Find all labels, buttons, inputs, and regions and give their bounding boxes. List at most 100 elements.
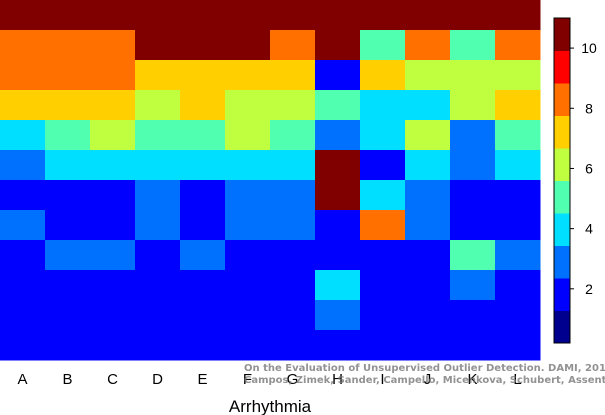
x-axis-title: Arrhythmia [229, 397, 312, 415]
heatmap-cell [450, 150, 496, 181]
heatmap-cell [135, 120, 181, 151]
heatmap-cell [225, 210, 271, 241]
colorbar-tick-label: 10 [581, 40, 597, 56]
heatmap-cell [90, 150, 136, 181]
heatmap-cell [450, 60, 496, 91]
x-tick-label: B [62, 371, 72, 388]
heatmap-cell [225, 300, 271, 331]
heatmap-cell [450, 90, 496, 121]
heatmap-cell [45, 240, 91, 271]
heatmap-cell [45, 180, 91, 211]
heatmap-cell [225, 270, 271, 301]
colorbar-segment [554, 18, 570, 51]
heatmap-cell [360, 60, 406, 91]
heatmap-cell [180, 240, 226, 271]
heatmap-cell [495, 150, 541, 181]
heatmap-cell [225, 180, 271, 211]
heatmap-cell [315, 270, 361, 301]
heatmap-cell [495, 270, 541, 301]
heatmap-cell [0, 0, 46, 31]
heatmap-cell [315, 120, 361, 151]
heatmap-cell [0, 240, 46, 271]
x-tick-label: I [380, 371, 384, 388]
heatmap-cell [45, 30, 91, 61]
heatmap-cell [135, 0, 181, 31]
colorbar-segment [554, 278, 570, 311]
colorbar-segment [554, 115, 570, 149]
heatmap-cell [495, 300, 541, 331]
heatmap-cell [495, 180, 541, 211]
heatmap-cell [495, 60, 541, 91]
x-tick-label: D [152, 371, 163, 388]
heatmap-cell [360, 120, 406, 151]
heatmap-cell [270, 330, 316, 361]
heatmap-cell [180, 30, 226, 61]
colorbar-segment [554, 310, 570, 344]
heatmap-cell [450, 180, 496, 211]
heatmap-cell [495, 0, 541, 31]
heatmap-cell [135, 270, 181, 301]
heatmap-cell [180, 330, 226, 361]
heatmap-cell [135, 210, 181, 241]
colorbar-segment [554, 50, 570, 84]
colorbar-tick-label: 8 [585, 100, 593, 116]
heatmap-cell [405, 330, 451, 361]
x-tick-label: K [467, 371, 477, 388]
heatmap-cell [180, 120, 226, 151]
heatmap-cell [0, 30, 46, 61]
heatmap-cell [270, 270, 316, 301]
heatmap-cell [360, 240, 406, 271]
heatmap-cell [405, 270, 451, 301]
heatmap-cell [270, 30, 316, 61]
colorbar-segment [554, 213, 570, 246]
x-tick-label: H [332, 371, 343, 388]
colorbar [553, 17, 571, 344]
heatmap-cell [270, 180, 316, 211]
heatmap-cell [180, 300, 226, 331]
heatmap-cell [405, 120, 451, 151]
x-tick-label: C [107, 371, 118, 388]
heatmap-cell [360, 90, 406, 121]
heatmap-cell [135, 90, 181, 121]
heatmap-cell [270, 240, 316, 271]
heatmap-cell [225, 60, 271, 91]
heatmap-cell [135, 60, 181, 91]
heatmap-cell [495, 240, 541, 271]
heatmap-cell [495, 30, 541, 61]
heatmap-cell [225, 150, 271, 181]
heatmap-cell [450, 300, 496, 331]
heatmap-cell [90, 180, 136, 211]
heatmap-cell [360, 30, 406, 61]
heatmap-cell [405, 150, 451, 181]
heatmap-cell [135, 180, 181, 211]
watermark-line-2: Campos, Zimek, Sander, Campello, Micenko… [244, 375, 605, 386]
heatmap-cell [270, 150, 316, 181]
x-axis-tick-labels: A B C D E F G H I J K L [17, 371, 521, 388]
colorbar-segment [554, 148, 570, 181]
heatmap-cell [360, 210, 406, 241]
watermark-line-1: On the Evaluation of Unsupervised Outlie… [244, 363, 605, 374]
heatmap-cell [0, 60, 46, 91]
heatmap-cell [315, 210, 361, 241]
heatmap-cell [45, 90, 91, 121]
heatmap-cell [0, 90, 46, 121]
heatmap-cell [180, 0, 226, 31]
heatmap-cell [315, 90, 361, 121]
heatmap-cell [495, 330, 541, 361]
heatmap-cell [225, 90, 271, 121]
heatmap-cell [495, 90, 541, 121]
heatmap-cell [90, 210, 136, 241]
x-tick-label: G [287, 371, 299, 388]
heatmap-cell [0, 210, 46, 241]
heatmap-cell [90, 120, 136, 151]
heatmap-cell [315, 0, 361, 31]
heatmap-cell [315, 30, 361, 61]
x-tick-label: E [197, 371, 207, 388]
heatmap-cell [495, 210, 541, 241]
heatmap-cell [135, 150, 181, 181]
heatmap-cell [135, 30, 181, 61]
heatmap-cell [45, 330, 91, 361]
heatmap-cell [0, 300, 46, 331]
heatmap-cell [45, 0, 91, 31]
